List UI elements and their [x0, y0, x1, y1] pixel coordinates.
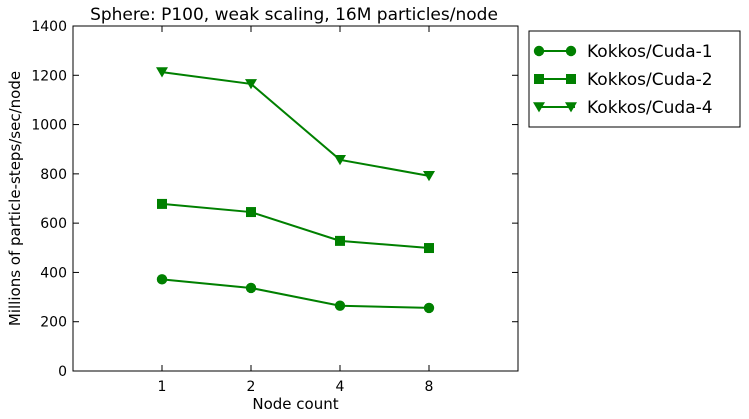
x-tick-label: 1	[158, 379, 167, 395]
data-point	[157, 198, 167, 209]
legend-marker	[533, 45, 545, 57]
x-tick-label: 2	[247, 379, 256, 395]
y-tick-label: 200	[40, 315, 67, 331]
legend-label: Kokkos/Cuda-1	[587, 42, 713, 62]
series-3	[156, 67, 435, 182]
y-axis: 0 200 400 600 800 1000 1200 1400	[31, 19, 518, 380]
y-tick-label: 400	[40, 265, 67, 281]
legend-entry: Kokkos/Cuda-2	[534, 70, 713, 90]
series-line	[161, 278, 430, 309]
series-layer	[156, 67, 435, 314]
y-tick-label: 1000	[31, 118, 67, 134]
legend-label: Kokkos/Cuda-4	[587, 98, 713, 118]
series-line	[161, 202, 430, 250]
y-tick-label: 0	[58, 364, 67, 380]
series-2	[157, 198, 434, 254]
data-point	[424, 243, 434, 254]
legend-label: Kokkos/Cuda-2	[587, 70, 713, 90]
series-line	[161, 71, 430, 177]
plot-area	[72, 25, 519, 372]
data-point	[245, 282, 257, 294]
data-point	[423, 302, 435, 314]
x-axis-label: Node count	[252, 395, 338, 413]
series-1	[156, 274, 435, 314]
y-tick-label: 1200	[31, 68, 67, 84]
data-point	[334, 300, 346, 311]
legend-marker	[565, 102, 577, 113]
y-tick-label: 1400	[31, 19, 67, 35]
x-tick-label: 8	[425, 379, 434, 395]
legend-marker	[534, 74, 544, 84]
legend-entry: Kokkos/Cuda-1	[533, 42, 713, 62]
legend-marker	[566, 74, 576, 84]
data-point	[245, 79, 257, 90]
data-point	[156, 67, 168, 78]
legend: Kokkos/Cuda-1 Kokkos/Cuda-2 Kokkos/Cuda-4	[528, 30, 741, 128]
data-point	[423, 171, 435, 182]
data-point	[335, 235, 345, 246]
chart-title: Sphere: P100, weak scaling, 16M particle…	[90, 5, 498, 25]
legend-marker	[533, 102, 545, 113]
data-point	[246, 207, 256, 218]
x-axis: 1 2 4 8	[158, 26, 434, 395]
legend-marker	[565, 45, 577, 57]
y-tick-label: 800	[40, 167, 67, 183]
data-point	[334, 155, 346, 166]
data-point	[156, 274, 168, 285]
x-tick-label: 4	[336, 379, 345, 395]
y-tick-label: 600	[40, 216, 67, 232]
legend-entry: Kokkos/Cuda-4	[533, 98, 713, 118]
y-axis-label: Millions of particle-steps/sec/node	[6, 71, 24, 326]
